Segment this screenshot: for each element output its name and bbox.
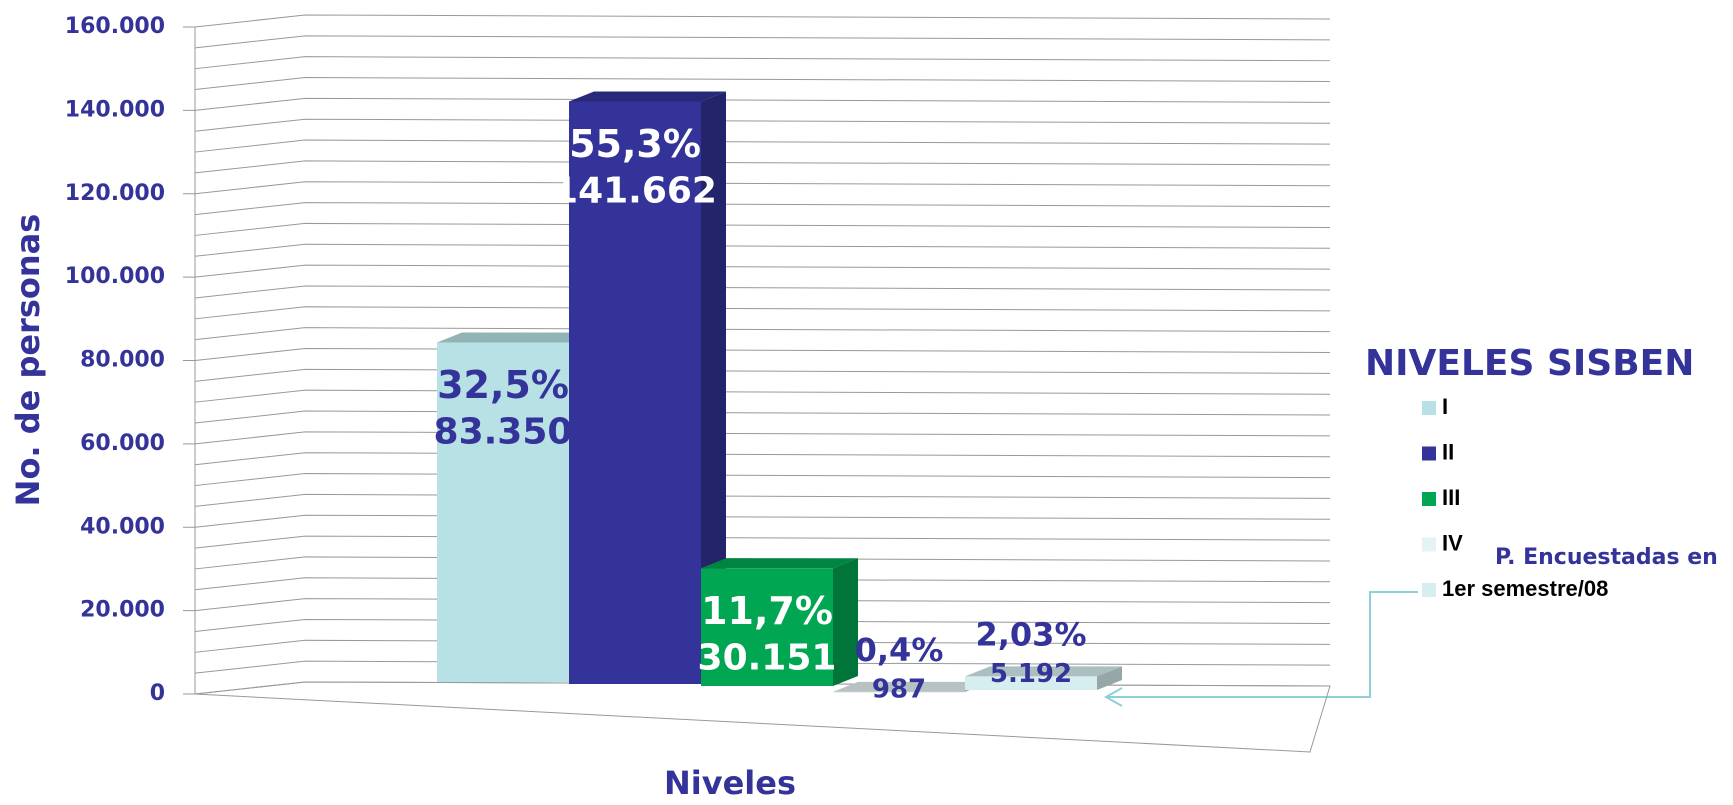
- minor-grid-line: [194, 660, 1331, 674]
- y-tick-label: 80.000: [80, 348, 165, 373]
- y-axis-label: No. de personas: [9, 214, 47, 507]
- bar-side: [833, 558, 858, 686]
- legend-swatch: [1422, 401, 1436, 415]
- grid-line: [194, 181, 1331, 195]
- minor-grid-line: [194, 452, 1331, 466]
- grid-line: [194, 264, 1331, 278]
- minor-grid-line: [194, 535, 1331, 549]
- bar: [437, 342, 569, 682]
- minor-grid-line: [194, 77, 1331, 91]
- percent-label: 32,5%: [437, 363, 569, 407]
- y-tick-label: 140.000: [65, 97, 165, 122]
- grid-line: [194, 97, 1331, 111]
- bar: [965, 676, 1097, 690]
- minor-grid-line: [194, 306, 1331, 320]
- bar: [833, 691, 965, 693]
- grid-line: [194, 431, 1331, 445]
- legend-swatch: [1422, 492, 1436, 506]
- value-label: 987: [872, 674, 926, 704]
- y-tick-label: 40.000: [80, 514, 165, 539]
- value-label: 83.350: [434, 412, 573, 453]
- legend-label: 1er semestre/08: [1442, 576, 1608, 601]
- legend-label: III: [1442, 485, 1460, 510]
- bar-top: [437, 332, 594, 343]
- x-axis-label: Niveles: [664, 764, 796, 801]
- grid-line: [194, 347, 1331, 361]
- y-tick-label: 160.000: [65, 14, 165, 39]
- grid-line: [194, 514, 1331, 528]
- y-tick-label: 120.000: [65, 181, 165, 206]
- minor-grid-line: [194, 202, 1331, 216]
- minor-grid-line: [194, 327, 1331, 341]
- floor: [194, 681, 1331, 753]
- legend-swatch: [1422, 537, 1436, 552]
- minor-grid-line: [194, 139, 1331, 153]
- minor-grid-line: [194, 368, 1331, 382]
- value-label: 30.151: [698, 637, 837, 678]
- legend-label: I: [1442, 394, 1448, 419]
- minor-grid-line: [194, 35, 1331, 49]
- bar-top: [833, 681, 990, 692]
- minor-grid-line: [194, 160, 1331, 174]
- minor-grid-line: [194, 389, 1331, 403]
- legend-label: II: [1442, 439, 1454, 464]
- bar-top: [701, 558, 858, 569]
- bar-top: [569, 91, 726, 102]
- minor-grid-line: [194, 618, 1331, 632]
- minor-grid-line: [194, 243, 1331, 257]
- minor-grid-line: [194, 493, 1331, 507]
- legend-label: IV: [1442, 530, 1463, 555]
- legend-swatch: [1422, 446, 1436, 461]
- minor-grid-line: [194, 118, 1331, 132]
- grid-line: [194, 14, 1331, 28]
- minor-grid-line: [194, 639, 1331, 653]
- minor-grid-line: [194, 410, 1331, 424]
- minor-grid-line: [194, 56, 1331, 70]
- minor-grid-line: [194, 556, 1331, 570]
- y-tick-label: 20.000: [80, 598, 165, 623]
- minor-grid-line: [194, 222, 1331, 236]
- minor-grid-line: [194, 473, 1331, 487]
- percent-label: 2,03%: [975, 615, 1086, 653]
- annotation-arrow: [1108, 591, 1418, 698]
- value-label: 141.662: [553, 170, 717, 211]
- percent-label: 0,4%: [855, 631, 944, 669]
- percent-label: 11,7%: [701, 589, 833, 633]
- bar-side: [1097, 666, 1122, 690]
- bar-side: [701, 91, 726, 685]
- minor-grid-line: [194, 577, 1331, 591]
- bar: [569, 101, 701, 685]
- grid-line: [194, 598, 1331, 612]
- bar-top: [965, 666, 1122, 677]
- percent-label: 55,3%: [569, 122, 701, 166]
- legend-swatch: [1422, 583, 1436, 597]
- annotation: P. Encuestadas en: [1495, 545, 1718, 570]
- y-tick-label: 60.000: [80, 431, 165, 456]
- minor-grid-line: [194, 285, 1331, 299]
- y-tick-label: 0: [150, 681, 165, 706]
- value-label: 5.192: [990, 659, 1072, 689]
- legend-title: NIVELES SISBEN: [1365, 343, 1694, 384]
- arrow-head: [1103, 687, 1123, 707]
- y-tick-label: 100.000: [65, 264, 165, 289]
- bar: [701, 568, 833, 686]
